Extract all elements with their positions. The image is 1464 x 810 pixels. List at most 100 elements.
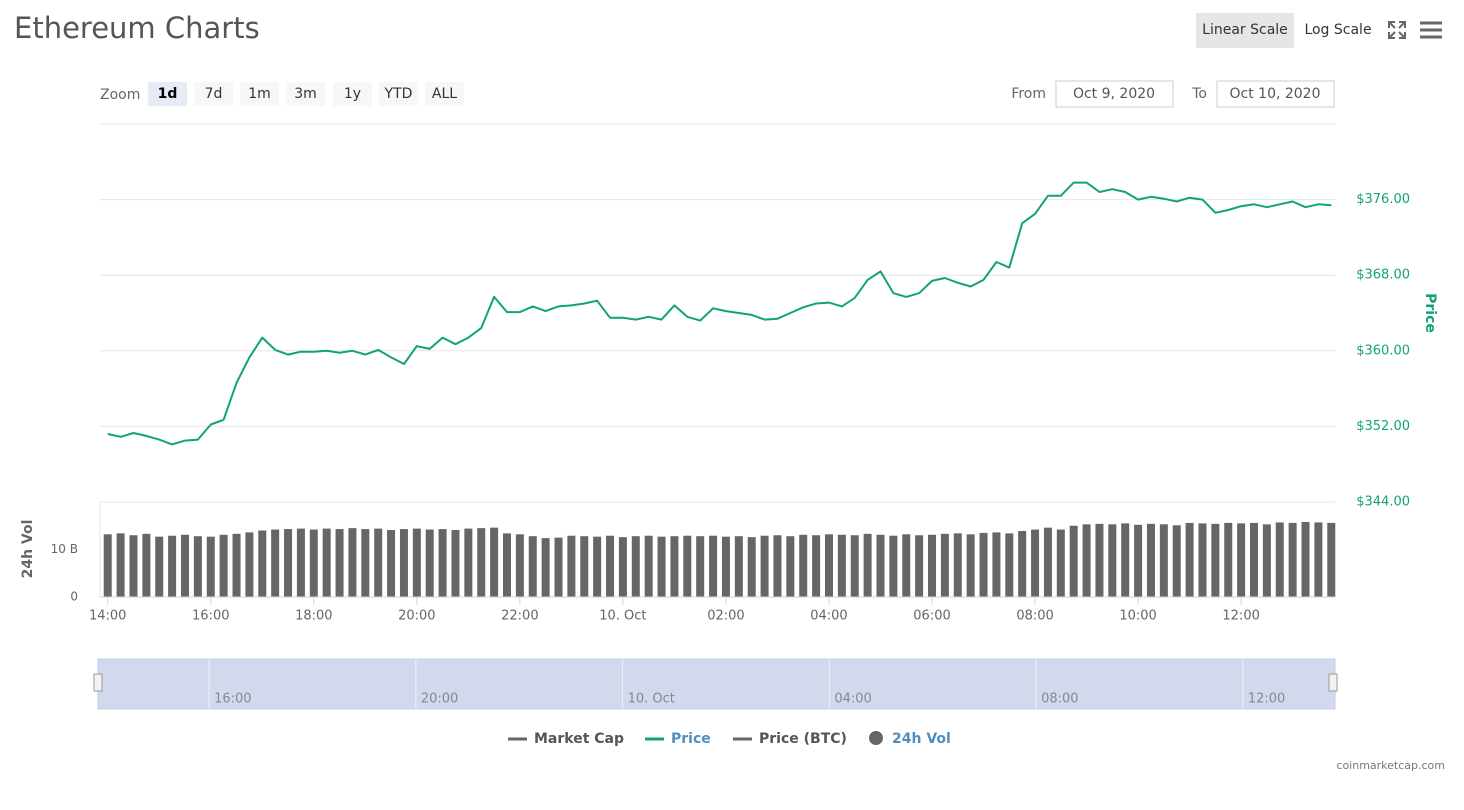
volume-bar [1082,524,1091,597]
zoom-button[interactable] [333,82,372,106]
zoom-button-label[interactable]: YTD [384,86,413,102]
volume-bar [502,533,511,597]
linear-scale-button[interactable] [1196,13,1294,48]
volume-axis-title: 24h Vol [20,520,36,579]
x-tick-label: 22:00 [501,609,538,624]
volume-bar [606,535,615,597]
legend-item[interactable]: 24h Vol [892,731,951,747]
to-input[interactable] [1216,80,1335,108]
volume-bar [683,535,692,597]
x-tick-label: 08:00 [1016,609,1053,624]
zoom-button[interactable] [286,82,325,106]
volume-bar [812,535,821,597]
volume-bar [322,528,331,597]
zoom-button-label[interactable]: 1m [248,86,271,102]
zoom-button-label[interactable]: 1d [158,86,178,102]
volume-bar [1172,525,1181,597]
volume-bar [1056,529,1065,597]
volume-bar [696,536,705,597]
zoom-button[interactable] [194,82,233,106]
zoom-button[interactable] [148,82,187,106]
volume-bar [979,532,988,597]
volume-bar [168,535,177,597]
y-tick-label: $368.00 [1356,268,1410,283]
volume-bar [412,528,421,597]
volume-bar [271,529,280,597]
to-date[interactable]: Oct 10, 2020 [1230,86,1321,102]
volume-bar [528,536,537,597]
legend-item[interactable]: Price [671,731,711,747]
from-date[interactable]: Oct 9, 2020 [1073,86,1155,102]
volume-bar [464,528,473,597]
price-line [107,181,1332,446]
y-tick-label: $344.00 [1356,495,1410,510]
volume-bar [103,534,112,597]
zoom-button[interactable] [379,82,418,106]
volume-bar [721,536,730,597]
volume-bar [219,534,228,597]
volume-bar [799,534,808,597]
x-tick-label: 10:00 [1119,609,1156,624]
navigator-tick-label: 12:00 [1248,692,1285,707]
from-input[interactable] [1055,80,1174,108]
volume-bar [374,528,383,597]
menu-icon[interactable] [1420,21,1442,39]
x-tick-label: 10. Oct [599,609,646,624]
volume-bar [992,532,1001,597]
linear-scale-label[interactable]: Linear Scale [1202,22,1288,38]
legend: Market Cap Price Price (BTC) 24h Vol [508,731,951,747]
y-tick-label: $376.00 [1356,192,1410,207]
legend-item[interactable]: Market Cap [534,731,624,747]
volume-bar [1224,522,1233,597]
zoom-button-label[interactable]: 7d [205,86,223,102]
volume-bar [902,534,911,597]
volume-bar [760,535,769,597]
zoom-button[interactable] [240,82,279,106]
navigator-tick-label: 16:00 [214,692,251,707]
volume-bar [837,534,846,597]
log-scale-label[interactable]: Log Scale [1304,22,1371,38]
volume-bar [1275,522,1284,597]
to-label: To [1191,86,1207,102]
volume-bar [876,534,885,597]
volume-bar [940,533,949,597]
volume-bar [644,535,653,597]
volume-bar [206,536,215,597]
x-tick-label: 06:00 [913,609,950,624]
volume-bar [915,535,924,597]
page-title: Ethereum Charts [14,11,260,45]
zoom-button-label[interactable]: 1y [344,86,361,102]
volume-bar [1237,523,1246,597]
x-tick-label: 18:00 [295,609,332,624]
volume-bar [155,536,164,597]
x-tick-label: 14:00 [89,609,126,624]
navigator[interactable] [97,658,1336,710]
volume-bar [1031,529,1040,597]
volume-bar [232,533,241,597]
zoom-button-label[interactable]: 3m [294,86,317,102]
volume-bar [193,536,202,597]
fullscreen-icon[interactable] [1388,21,1406,39]
navigator-handle[interactable] [1328,673,1338,692]
volume-bar [1134,524,1143,597]
legend-item[interactable]: Price (BTC) [759,731,847,747]
volume-bar [1327,522,1336,597]
volume-bar [657,536,666,597]
volume-bar [1262,524,1271,597]
y-tick-label: $352.00 [1356,419,1410,434]
navigator-handle[interactable] [93,673,103,692]
zoom-button-label[interactable]: ALL [432,86,457,102]
zoom-button[interactable] [425,82,464,106]
x-tick-label: 20:00 [398,609,435,624]
volume-bar [258,530,267,597]
volume-bar [631,536,640,597]
volume-bar [309,529,318,597]
volume-bar [1043,527,1052,597]
y-tick-label: 0 [70,590,78,604]
volume-bar [335,529,344,597]
y-tick-label: $360.00 [1356,343,1410,358]
volume-bar [554,537,563,597]
credit[interactable]: coinmarketcap.com [1336,759,1445,772]
volume-bar [129,535,138,597]
